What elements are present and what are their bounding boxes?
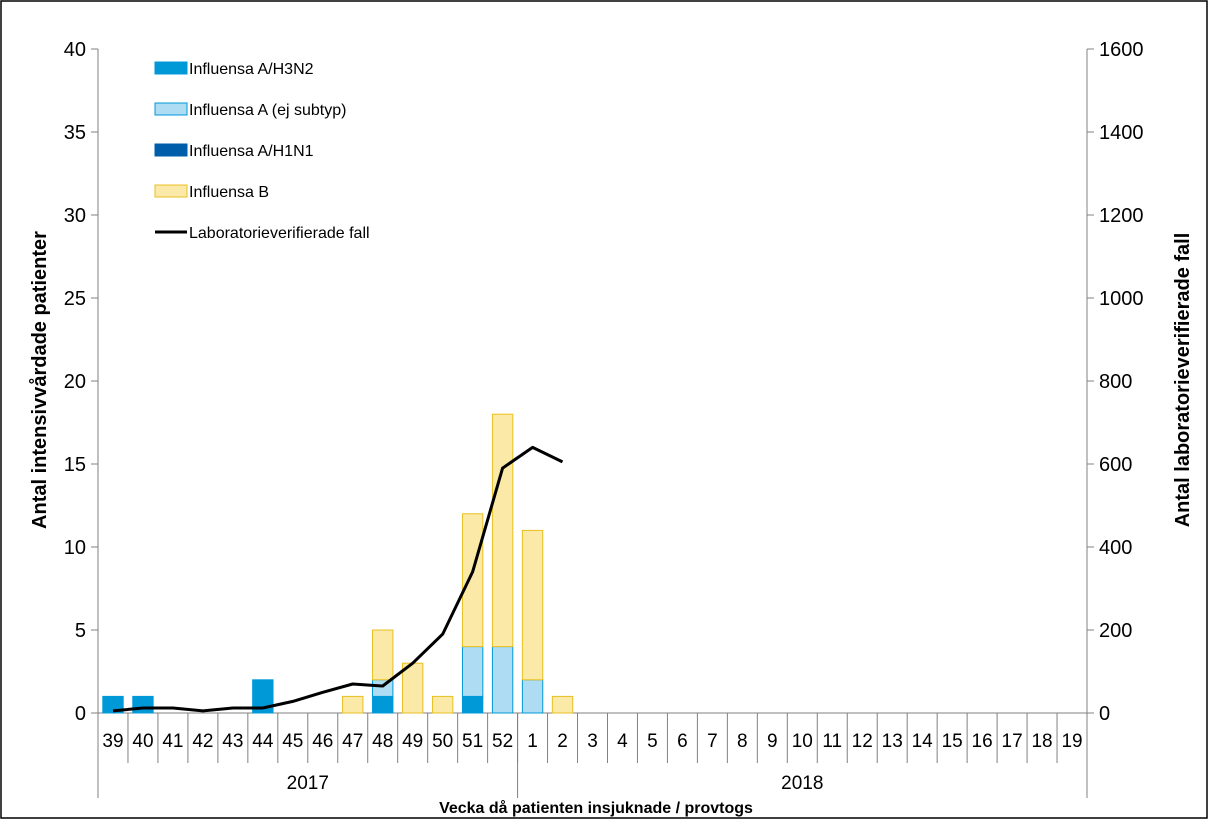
y-left-tick-label: 0 bbox=[75, 703, 86, 725]
x-tick-label: 47 bbox=[342, 731, 363, 752]
x-tick-label: 52 bbox=[492, 731, 513, 752]
bar-segment bbox=[431, 695, 454, 714]
bar-segment bbox=[461, 646, 484, 697]
x-tick-label: 10 bbox=[792, 731, 813, 752]
y-axis-right-title: Antal laboratorieverifierade fall bbox=[1172, 233, 1194, 528]
x-tick-label: 6 bbox=[677, 731, 688, 752]
x-tick-label: 41 bbox=[162, 731, 183, 752]
x-tick-label: 19 bbox=[1061, 731, 1082, 752]
x-tick-label: 45 bbox=[282, 731, 303, 752]
y-right-tick-label: 1400 bbox=[1099, 122, 1144, 144]
bar-segment bbox=[132, 695, 154, 714]
bar-segment bbox=[461, 513, 484, 648]
bar-segment bbox=[491, 413, 514, 648]
x-tick-label: 44 bbox=[252, 731, 274, 752]
x-tick-label: 13 bbox=[882, 731, 903, 752]
bar-segment bbox=[252, 679, 274, 714]
legend-swatch bbox=[154, 61, 188, 75]
bar-segment bbox=[521, 679, 544, 714]
legend-label: Influensa A (ej subtyp) bbox=[189, 102, 346, 119]
x-tick-label: 42 bbox=[192, 731, 213, 752]
x-tick-label: 12 bbox=[852, 731, 873, 752]
x-tick-label: 5 bbox=[647, 731, 658, 752]
x-tick-label: 18 bbox=[1031, 731, 1052, 752]
x-tick-label: 2 bbox=[557, 731, 568, 752]
y-right-tick-label: 400 bbox=[1099, 537, 1132, 559]
bar-segment bbox=[401, 662, 424, 714]
y-right-tick-label: 1600 bbox=[1099, 39, 1144, 61]
legend-label: Influensa B bbox=[189, 184, 269, 201]
bar-segment bbox=[521, 529, 544, 681]
x-tick-label: 9 bbox=[767, 731, 778, 752]
x-tick-label: 46 bbox=[312, 731, 333, 752]
y-left-tick-label: 25 bbox=[64, 288, 86, 310]
x-tick-label: 8 bbox=[737, 731, 748, 752]
y-left-tick-label: 20 bbox=[64, 371, 86, 393]
x-tick-label: 11 bbox=[822, 731, 842, 752]
legend-label: Influensa A/H3N2 bbox=[189, 61, 314, 78]
x-tick-label: 40 bbox=[132, 731, 153, 752]
x-axis-title: Vecka då patienten insjuknade / provtogs bbox=[439, 799, 753, 817]
x-tick-label: 43 bbox=[222, 731, 243, 752]
bar-segment bbox=[491, 646, 514, 714]
y-axis-left-title: Antal intensivvårdade patienter bbox=[28, 231, 51, 529]
bar-segment bbox=[102, 695, 124, 714]
axes-group: 0510152025303540020040060080010001200140… bbox=[64, 39, 1144, 725]
legend-label: Influensa A/H1N1 bbox=[189, 143, 314, 160]
y-left-tick-label: 5 bbox=[75, 620, 86, 642]
legend-swatch bbox=[154, 143, 188, 157]
bar-segment bbox=[551, 695, 574, 714]
legend-group: Influensa A/H3N2 Influensa A (ej subtyp) I… bbox=[154, 61, 370, 242]
y-left-tick-label: 10 bbox=[64, 537, 86, 559]
y-right-tick-label: 200 bbox=[1099, 620, 1132, 642]
x-tick-label: 1 bbox=[527, 731, 538, 752]
legend-label: Laboratorieverifierade fall bbox=[189, 225, 370, 242]
y-right-tick-label: 800 bbox=[1099, 371, 1132, 393]
line-group bbox=[112, 445, 564, 713]
y-right-tick-label: 600 bbox=[1099, 454, 1132, 476]
x-tick-label: 49 bbox=[402, 731, 423, 752]
x-group-label: 2017 bbox=[287, 773, 329, 794]
series-line bbox=[112, 445, 564, 713]
y-left-tick-label: 35 bbox=[64, 122, 86, 144]
bar-segment bbox=[372, 629, 394, 681]
y-right-tick-label: 1000 bbox=[1099, 288, 1144, 310]
x-tick-label: 51 bbox=[462, 731, 483, 752]
x-tick-label: 17 bbox=[1002, 731, 1023, 752]
bar-segment bbox=[342, 695, 364, 714]
x-tick-label: 14 bbox=[912, 731, 934, 752]
y-left-tick-label: 40 bbox=[64, 39, 86, 61]
y-right-tick-label: 1200 bbox=[1099, 205, 1144, 227]
bars-group bbox=[102, 413, 574, 714]
x-tick-label: 48 bbox=[372, 731, 393, 752]
x-tick-label: 16 bbox=[972, 731, 993, 752]
x-tick-label: 7 bbox=[707, 731, 718, 752]
x-group-label: 2018 bbox=[781, 773, 823, 794]
x-tick-label: 39 bbox=[102, 731, 123, 752]
legend-swatch bbox=[154, 184, 188, 198]
x-axis-group: 39 40 41 42 43 44 45 46 47 48 49 50 51 52 1 2 3 4 5 6 7 8 9 10 1… bbox=[97, 713, 1088, 798]
y-left-tick-label: 15 bbox=[64, 454, 86, 476]
bar-segment bbox=[461, 695, 484, 714]
bar-segment bbox=[372, 695, 394, 714]
legend-swatch bbox=[154, 102, 188, 116]
x-tick-label: 15 bbox=[942, 731, 963, 752]
x-tick-label: 50 bbox=[432, 731, 453, 752]
x-tick-label: 3 bbox=[587, 731, 598, 752]
y-left-tick-label: 30 bbox=[64, 205, 86, 227]
x-tick-label: 4 bbox=[617, 731, 628, 752]
y-right-tick-label: 0 bbox=[1099, 703, 1110, 725]
